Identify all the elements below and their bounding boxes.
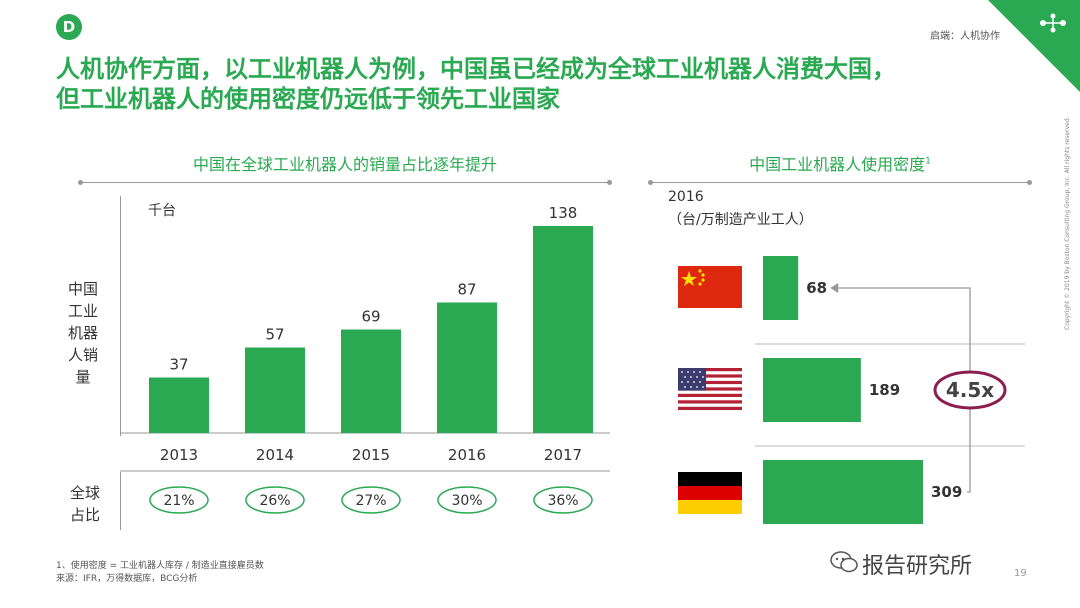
bar-2016 xyxy=(437,302,497,433)
right-panel-title: 中国工业机器人使用密度1 xyxy=(650,151,1030,175)
comparison-arrowhead xyxy=(830,283,839,293)
category-label-2015: 2015 xyxy=(352,446,390,464)
bar-label-2017: 138 xyxy=(549,204,578,222)
bar-2013 xyxy=(149,377,209,433)
section-label: 启端：人机协作 xyxy=(930,31,1000,42)
share-label-2015: 27% xyxy=(355,493,386,509)
usa-flag-icon xyxy=(678,368,742,410)
share-label-2017: 36% xyxy=(547,493,578,509)
bar-label-2015: 69 xyxy=(361,308,380,326)
bar-usa xyxy=(763,358,861,422)
ratio-label: 4.5x xyxy=(946,378,994,402)
left-unit-label: 千台 xyxy=(148,203,176,219)
share-ring-2016 xyxy=(437,486,497,514)
page-title: 人机协作方面，以工业机器人为例，中国虽已经成为全球工业机器人消费大国， 但工业机… xyxy=(56,54,896,114)
right-unit: （台/万制造产业工人） xyxy=(668,212,813,228)
share-label-2016: 30% xyxy=(451,493,482,509)
right-panel-rule xyxy=(648,180,1032,185)
category-label-2013: 2013 xyxy=(160,446,198,464)
bar-label-2014: 57 xyxy=(265,326,284,344)
category-label-2017: 2017 xyxy=(544,446,582,464)
share-axis-line xyxy=(120,472,121,530)
watermark-text: 报告研究所 xyxy=(862,554,973,579)
share-label-2013: 21% xyxy=(163,493,194,509)
china-flag-icon xyxy=(678,266,742,308)
left-panel-rule xyxy=(78,180,612,185)
left-axis-line xyxy=(120,196,121,436)
corner-decoration xyxy=(988,0,1080,92)
right-bar-chart: 68 189 309 4.5x xyxy=(755,256,1025,524)
footnote-definition: 1、使用密度 = 工业机器人库存 / 制造业直接雇员数 xyxy=(56,561,264,571)
bar-label-germany: 309 xyxy=(931,483,962,501)
bar-2015 xyxy=(341,329,401,433)
right-panel-title-text: 中国工业机器人使用密度 xyxy=(749,155,926,174)
share-label: 全球占比 xyxy=(69,484,100,524)
category-label-2014: 2014 xyxy=(256,446,294,464)
share-ring-2017 xyxy=(533,486,593,514)
germany-flag-icon xyxy=(678,472,742,514)
title-line-2: 但工业机器人的使用密度仍远低于领先工业国家 xyxy=(56,85,560,113)
left-ylabel: 中国工业机器人销量 xyxy=(67,280,98,386)
network-icon xyxy=(1040,13,1066,33)
section-badge: D xyxy=(56,14,82,40)
bar-germany xyxy=(763,460,923,524)
left-bar-chart: 37 2013 21% 57 2014 26% 69 2015 27% 87 2016 30% 138 2… xyxy=(120,204,610,514)
wechat-icon xyxy=(830,551,858,573)
left-panel-title: 中国在全球工业机器人的销量占比逐年提升 xyxy=(192,155,497,174)
bar-label-2016: 87 xyxy=(457,281,476,299)
bar-china xyxy=(763,256,799,320)
share-ring-2015 xyxy=(341,486,401,514)
right-year: 2016 xyxy=(668,189,704,205)
bar-label-china: 68 xyxy=(806,279,827,297)
copyright-text: Copyright © 2019 by Boston Consulting Gr… xyxy=(1064,116,1071,330)
bar-2014 xyxy=(245,347,305,433)
bar-2017 xyxy=(533,226,593,433)
title-footnote-mark: 1 xyxy=(925,156,931,167)
bar-label-usa: 189 xyxy=(869,381,900,399)
share-ring-2013 xyxy=(149,486,209,514)
title-line-1: 人机协作方面，以工业机器人为例，中国虽已经成为全球工业机器人消费大国， xyxy=(56,55,896,83)
bar-label-2013: 37 xyxy=(169,356,188,374)
category-label-2016: 2016 xyxy=(448,446,486,464)
ratio-ring xyxy=(933,370,1007,410)
share-ring-2014 xyxy=(245,486,305,514)
footnote-source: 来源：IFR，万得数据库，BCG分析 xyxy=(56,574,198,584)
page-number: 19 xyxy=(1014,568,1027,579)
share-label-2014: 26% xyxy=(259,493,290,509)
